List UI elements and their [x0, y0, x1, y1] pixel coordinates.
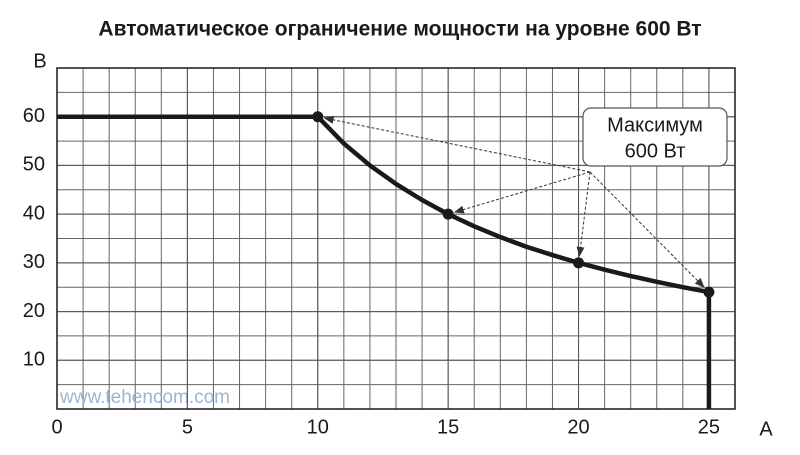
marker-point [703, 286, 715, 298]
x-tick-label: 5 [182, 416, 193, 438]
y-tick-label: 30 [23, 251, 45, 273]
annotation-text: Максимум [607, 114, 703, 136]
annotation-arrow [453, 171, 591, 214]
x-tick-label: 0 [51, 416, 62, 438]
x-tick-label: 25 [698, 416, 720, 438]
annotation-arrow [323, 115, 591, 173]
x-tick-label: 20 [567, 416, 589, 438]
x-tick-label: 15 [437, 416, 459, 438]
annotation-arrow [576, 171, 591, 257]
annotation-text: 600 Вт [625, 140, 686, 162]
y-tick-label: 40 [23, 202, 45, 224]
data-line [57, 114, 712, 409]
y-tick-label: 60 [23, 105, 45, 127]
y-tick-label: 10 [23, 349, 45, 371]
watermark: www.tehencom.com [59, 387, 230, 408]
x-axis-label: А [759, 418, 773, 440]
annotation-arrow [589, 171, 705, 288]
chart-title: Автоматическое ограничение мощности на у… [98, 18, 701, 41]
plot-border [56, 67, 736, 410]
annotation-box [582, 107, 728, 167]
annotation: Максимум 600 Вт [582, 107, 728, 167]
x-tick-label: 10 [307, 416, 329, 438]
marker-point [442, 208, 454, 220]
y-tick-label: 20 [23, 300, 45, 322]
y-tick-label: 50 [23, 154, 45, 176]
marker-point [573, 257, 585, 269]
marker-point [312, 111, 324, 123]
y-axis-label: В [33, 50, 46, 72]
